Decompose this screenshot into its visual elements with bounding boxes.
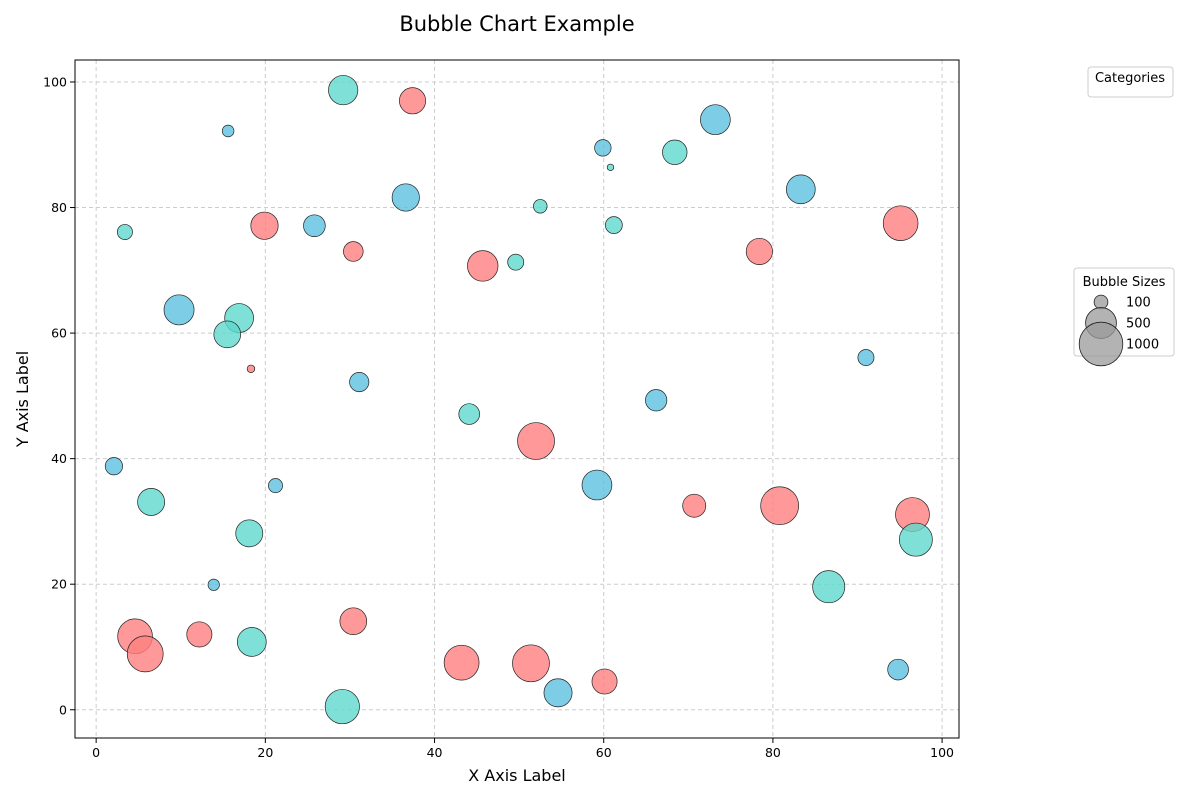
size-legend-marker bbox=[1078, 321, 1124, 367]
y-tick-label: 20 bbox=[51, 577, 67, 592]
bubble-point bbox=[543, 678, 573, 708]
y-tick-label: 0 bbox=[59, 702, 67, 717]
y-tick-label: 60 bbox=[51, 326, 67, 341]
bubble-point bbox=[207, 578, 220, 591]
bubble-point bbox=[443, 644, 480, 681]
y-tick-label: 100 bbox=[43, 74, 67, 89]
sizes-legend-entries: 100 500 1000 bbox=[1078, 294, 1159, 367]
categories-legend-title: Categories bbox=[1095, 71, 1165, 86]
size-legend-label: 500 bbox=[1126, 317, 1151, 332]
y-tick-label: 40 bbox=[51, 451, 67, 466]
bubble-point bbox=[857, 349, 875, 366]
bubble-point bbox=[213, 320, 242, 349]
bubble-sizes-legend: Bubble Sizes 100 500 1000 bbox=[1073, 267, 1175, 367]
x-tick-label: 60 bbox=[596, 745, 612, 760]
chart-title: Bubble Chart Example bbox=[399, 12, 634, 36]
plot-frame bbox=[74, 59, 960, 739]
bubble-point bbox=[235, 519, 264, 548]
bubble-point bbox=[186, 621, 213, 648]
x-tick-label: 0 bbox=[92, 745, 100, 760]
bubble-point bbox=[812, 570, 846, 604]
bubble-point bbox=[882, 205, 919, 241]
bubble-point bbox=[458, 403, 480, 425]
bubble-point bbox=[391, 183, 420, 212]
size-legend-label: 1000 bbox=[1126, 338, 1159, 353]
bubble-point bbox=[745, 237, 773, 265]
bubble-point bbox=[399, 87, 427, 115]
bubble-point bbox=[645, 389, 668, 412]
bubble-point bbox=[303, 214, 326, 237]
x-tick-label: 100 bbox=[930, 745, 954, 760]
x-axis-label: X Axis Label bbox=[468, 766, 566, 785]
bubble-point bbox=[786, 174, 816, 205]
bubble-point bbox=[662, 139, 688, 165]
bubble-layer bbox=[104, 75, 933, 725]
x-tick-label: 20 bbox=[257, 745, 273, 760]
bubble-point bbox=[339, 607, 368, 635]
bubble-point bbox=[163, 294, 195, 326]
bubble-point bbox=[898, 522, 933, 557]
grid-lines bbox=[75, 60, 959, 738]
y-axis-label: Y Axis Label bbox=[13, 351, 32, 448]
bubble-point bbox=[682, 493, 707, 518]
bubble-point bbox=[533, 199, 548, 214]
bubble-point bbox=[221, 124, 235, 138]
size-legend-marker bbox=[1093, 294, 1109, 310]
categories-legend-frame bbox=[1087, 66, 1174, 98]
y-tick-label: 80 bbox=[51, 200, 67, 215]
bubble-point bbox=[760, 486, 799, 526]
bubble-point bbox=[349, 372, 370, 393]
x-tick-label: 40 bbox=[427, 745, 443, 760]
bubble-point bbox=[887, 658, 909, 681]
bubble-point bbox=[467, 250, 499, 282]
bubble-point bbox=[343, 241, 364, 262]
size-legend-label: 100 bbox=[1126, 296, 1151, 311]
bubble-point bbox=[606, 163, 615, 171]
bubble-point bbox=[591, 668, 618, 695]
bubble-point bbox=[507, 253, 525, 271]
axis-ticks: 0 20 40 60 80 100 0 20 40 60 80 100 bbox=[43, 74, 954, 760]
bubble-point bbox=[246, 364, 256, 374]
bubble-point bbox=[605, 216, 623, 234]
x-tick-label: 80 bbox=[765, 745, 781, 760]
bubble-point bbox=[250, 211, 279, 240]
bubble-point bbox=[104, 457, 123, 476]
bubble-point bbox=[328, 75, 359, 106]
bubble-point bbox=[594, 139, 612, 157]
bubble-point bbox=[700, 104, 731, 135]
bubble-point bbox=[581, 469, 613, 501]
bubble-point bbox=[137, 488, 166, 516]
bubble-point bbox=[268, 478, 283, 494]
bubble-point bbox=[517, 422, 555, 460]
bubble-point bbox=[126, 635, 164, 673]
bubble-point bbox=[512, 644, 550, 683]
bubble-point bbox=[237, 627, 267, 657]
categories-legend: Categories bbox=[1087, 66, 1174, 98]
sizes-legend-title: Bubble Sizes bbox=[1083, 275, 1166, 290]
bubble-point bbox=[324, 689, 360, 725]
bubble-point bbox=[116, 224, 133, 240]
